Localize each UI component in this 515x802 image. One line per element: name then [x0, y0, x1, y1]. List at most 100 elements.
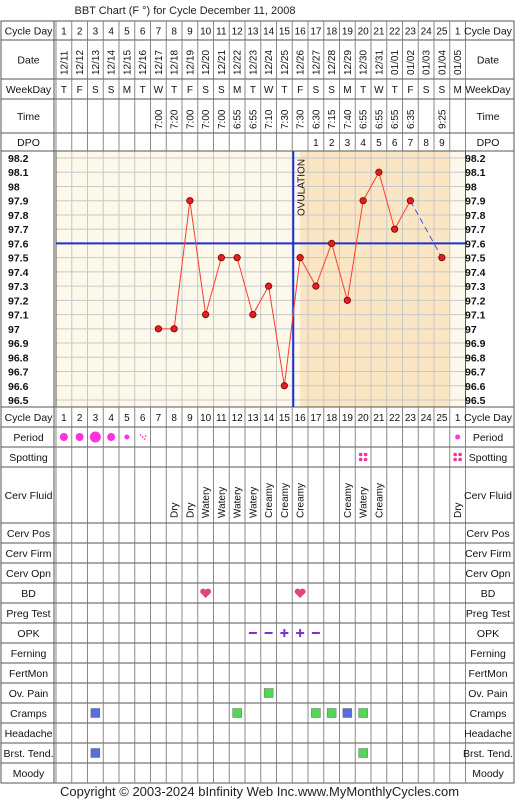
temp-point [217, 254, 225, 262]
row-label-left: Ferning [11, 648, 47, 660]
cerv-fluid-value: Creamy [280, 483, 291, 518]
period-marker [75, 433, 84, 441]
row-label-right: FertMon [468, 668, 507, 680]
cell-cycle_days: 4 [108, 27, 114, 38]
y-tick-label: 97.2 [8, 295, 29, 307]
cell-dates: 12/29 [343, 50, 354, 75]
y-tick-label: 97.7 [465, 224, 486, 236]
post-ovulation-shade [300, 151, 450, 407]
cerv-fluid-value: Watery [248, 487, 259, 518]
cell-dpo: 3 [345, 138, 351, 149]
temp-segment [299, 257, 317, 287]
temp-segment [189, 200, 207, 315]
temp-segment [205, 257, 222, 315]
row-label-right: Period [473, 432, 504, 444]
row-label-left: FertMon [9, 668, 48, 680]
chart-grid [0, 20, 515, 784]
cell-cycle_days: 14 [263, 413, 275, 424]
row-ferning [0, 642, 515, 664]
cell-dates: 12/15 [122, 50, 133, 75]
cell-dates: 12/12 [75, 50, 86, 75]
row-label-left: BD [21, 588, 36, 600]
y-tick-label: 96.7 [465, 367, 486, 379]
cell-cycle_days: 1 [61, 27, 67, 38]
temp-segment [236, 257, 254, 315]
y-tick-label: 98.1 [8, 167, 29, 179]
cell-cycle_days: 19 [342, 27, 354, 38]
row-label-left: Time [17, 111, 40, 123]
cell-dates: 01/03 [422, 50, 433, 75]
footer-site[interactable]: www.MyMonthlyCycles.com [297, 784, 459, 799]
y-tick-label: 96.8 [465, 352, 486, 364]
y-tick-label: 97.8 [8, 210, 29, 222]
temp-point [312, 282, 320, 290]
y-tick-label: 97.9 [8, 196, 29, 208]
temp-segment [315, 243, 333, 287]
row-label-right: Spotting [469, 452, 508, 464]
cell-weekdays: S [439, 85, 446, 96]
cell-cycle_days: 21 [373, 413, 385, 424]
row-label-right: BD [481, 588, 496, 600]
temp-segment [268, 286, 285, 386]
row-bd [0, 582, 515, 604]
spotting-marker [458, 452, 462, 457]
cell-cycle_days: 7 [156, 27, 162, 38]
cell-dpo: 5 [376, 138, 382, 149]
row-label-left: Headache [5, 728, 53, 740]
temp-segment [378, 172, 396, 230]
period-spotting-marker [143, 438, 146, 440]
temp-point [296, 254, 304, 262]
row-label-right: Cerv Opn [466, 568, 511, 580]
temp-segment [252, 285, 270, 315]
period-marker [59, 433, 68, 441]
cell-cycle_days: 4 [108, 413, 114, 424]
cell-weekdays: W [374, 85, 384, 96]
cell-times: 7:00 [201, 109, 212, 129]
brst_tend-marker [90, 748, 101, 758]
cell-cycle_days: 18 [326, 27, 338, 38]
cell-weekdays: S [423, 85, 430, 96]
row-label-right: Cerv Firm [465, 548, 511, 560]
y-tick-label: 97.9 [465, 196, 486, 208]
row-label-left: Cerv Fluid [5, 490, 53, 502]
cell-cycle_days: 22 [389, 27, 401, 38]
row-moody [0, 762, 515, 784]
row-label-right: Cerv Fluid [464, 490, 512, 502]
row-label-left: Brst. Tend. [4, 748, 54, 760]
cell-times: 7:10 [264, 109, 275, 129]
cell-times: 7:00 [154, 109, 165, 129]
temp-segment [362, 171, 380, 201]
row-fertmon [0, 662, 515, 684]
cell-weekdays: W [154, 85, 164, 96]
y-tick-label: 96.6 [8, 381, 29, 393]
cell-weekdays: M [453, 85, 461, 96]
brst_tend-marker [358, 748, 368, 758]
temp-segment [409, 200, 443, 258]
y-tick-label: 98 [8, 181, 20, 193]
spotting-marker [453, 457, 457, 462]
cell-cycle_days: 1 [455, 413, 461, 424]
cell-cycle_days: 16 [295, 413, 307, 424]
cell-cycle_days: 18 [326, 413, 338, 424]
row-brst_tend [0, 742, 515, 764]
cell-dates: 01/01 [390, 50, 401, 75]
cell-times: 7:00 [217, 109, 228, 129]
y-tick-label: 97.8 [465, 210, 486, 222]
temp-point [438, 254, 446, 262]
y-tick-label: 97 [465, 324, 477, 336]
bd-heart-icon [200, 588, 212, 598]
temp-segment [331, 243, 348, 301]
y-tick-label: 97.7 [8, 224, 29, 236]
row-label-right: DPO [477, 137, 500, 149]
period-marker [455, 434, 461, 440]
row-cerv_opn [0, 562, 515, 584]
temp-segment [394, 200, 411, 230]
cerv-fluid-value: Dry [453, 502, 464, 518]
cell-dates: 12/31 [374, 50, 385, 75]
cell-dates: 12/18 [170, 50, 181, 75]
cell-dates: 01/04 [437, 50, 448, 75]
y-tick-label: 96.5 [8, 395, 29, 407]
cerv-fluid-value: Watery [201, 487, 212, 518]
cell-cycle_days: 24 [421, 27, 433, 38]
row-label-right: Cramps [470, 708, 507, 720]
